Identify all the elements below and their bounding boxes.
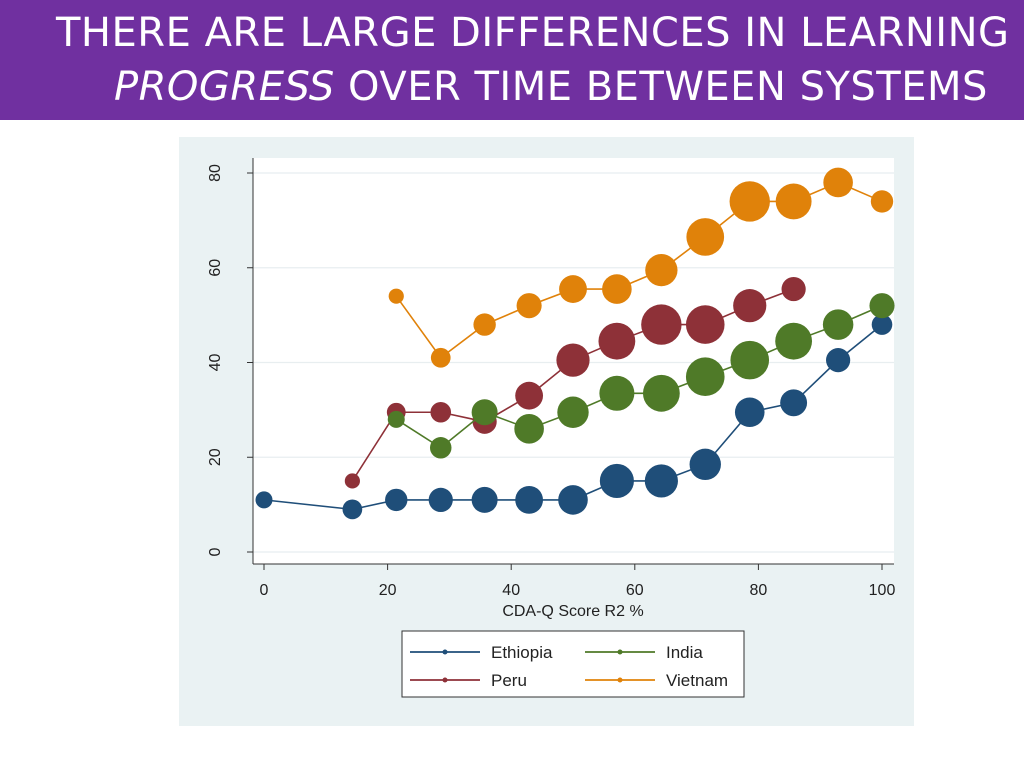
point-vietnam-9 bbox=[775, 183, 812, 220]
y-tick-label-40: 40 bbox=[207, 354, 224, 372]
point-ethiopia-11 bbox=[780, 389, 808, 417]
point-peru-2 bbox=[430, 401, 452, 423]
axes: 0 20 40 60 80 0 20 40 60 80 100 bbox=[207, 158, 895, 599]
point-india-0 bbox=[387, 410, 405, 428]
point-ethiopia-7 bbox=[599, 463, 634, 498]
point-ethiopia-12 bbox=[826, 348, 851, 373]
slide-title-rest: OVER TIME BETWEEN SYSTEMS bbox=[334, 64, 988, 110]
point-india-11 bbox=[869, 293, 895, 319]
legend-marker-vietnam bbox=[617, 677, 623, 683]
point-vietnam-6 bbox=[645, 253, 678, 287]
point-india-5 bbox=[599, 375, 635, 411]
legend-label-ethiopia: Ethiopia bbox=[491, 643, 553, 662]
slide-title-emphasis: PROGRESS bbox=[114, 64, 335, 110]
point-india-7 bbox=[685, 357, 725, 397]
y-tick-label-20: 20 bbox=[207, 448, 224, 466]
point-peru-9 bbox=[733, 289, 767, 323]
legend-marker-ethiopia bbox=[442, 649, 448, 655]
point-vietnam-4 bbox=[559, 275, 587, 303]
point-ethiopia-5 bbox=[515, 485, 544, 514]
point-vietnam-8 bbox=[729, 181, 770, 222]
x-tick-label-60: 60 bbox=[626, 582, 644, 599]
point-india-2 bbox=[471, 399, 498, 426]
data-series bbox=[255, 167, 895, 520]
point-vietnam-11 bbox=[870, 190, 894, 213]
point-ethiopia-9 bbox=[689, 448, 721, 481]
point-india-8 bbox=[730, 340, 770, 380]
slide-title-line2: PROGRESS OVER TIME BETWEEN SYSTEMS bbox=[114, 64, 988, 110]
point-ethiopia-1 bbox=[342, 499, 363, 520]
point-ethiopia-10 bbox=[734, 397, 765, 428]
point-ethiopia-8 bbox=[644, 464, 678, 498]
point-ethiopia-3 bbox=[428, 487, 453, 512]
point-ethiopia-2 bbox=[385, 488, 408, 512]
y-tick-label-80: 80 bbox=[207, 164, 224, 182]
point-india-4 bbox=[557, 396, 589, 428]
point-vietnam-1 bbox=[430, 347, 451, 368]
point-peru-10 bbox=[781, 276, 806, 302]
point-vietnam-7 bbox=[686, 218, 725, 256]
x-tick-label-100: 100 bbox=[869, 582, 896, 599]
point-vietnam-3 bbox=[516, 293, 542, 319]
point-ethiopia-0 bbox=[255, 491, 273, 509]
point-india-1 bbox=[429, 437, 452, 459]
point-vietnam-0 bbox=[388, 288, 404, 304]
point-peru-5 bbox=[556, 343, 590, 377]
point-ethiopia-4 bbox=[471, 486, 498, 513]
x-tick-label-80: 80 bbox=[750, 582, 768, 599]
point-peru-4 bbox=[515, 381, 544, 410]
point-vietnam-10 bbox=[823, 167, 853, 198]
x-tick-label-40: 40 bbox=[502, 582, 520, 599]
point-ethiopia-6 bbox=[558, 485, 588, 515]
legend: Ethiopia Peru India Vietnam bbox=[401, 630, 745, 698]
legend-label-peru: Peru bbox=[491, 671, 527, 690]
legend-box bbox=[401, 630, 745, 698]
y-tick-label-60: 60 bbox=[207, 259, 224, 277]
point-india-3 bbox=[514, 414, 544, 444]
y-tick-label-0: 0 bbox=[207, 547, 224, 556]
x-axis-title: CDA-Q Score R2 % bbox=[502, 603, 643, 620]
x-tick-label-20: 20 bbox=[379, 582, 397, 599]
point-vietnam-2 bbox=[473, 313, 496, 336]
legend-label-india: India bbox=[666, 643, 703, 662]
legend-marker-india bbox=[617, 649, 623, 655]
x-tick-label-0: 0 bbox=[260, 582, 269, 599]
point-peru-8 bbox=[685, 305, 725, 344]
point-india-6 bbox=[642, 374, 680, 412]
point-ethiopia-13 bbox=[871, 314, 893, 335]
title-banner: THERE ARE LARGE DIFFERENCES IN LEARNING … bbox=[0, 0, 1024, 120]
point-vietnam-5 bbox=[602, 274, 632, 304]
slide-title-line1: THERE ARE LARGE DIFFERENCES IN LEARNING bbox=[56, 10, 1010, 56]
point-peru-7 bbox=[641, 304, 682, 345]
legend-label-vietnam: Vietnam bbox=[666, 671, 728, 690]
point-peru-6 bbox=[598, 322, 636, 360]
point-peru-0 bbox=[344, 473, 360, 489]
point-india-10 bbox=[822, 309, 854, 340]
point-india-9 bbox=[775, 322, 813, 360]
legend-marker-peru bbox=[442, 677, 448, 683]
